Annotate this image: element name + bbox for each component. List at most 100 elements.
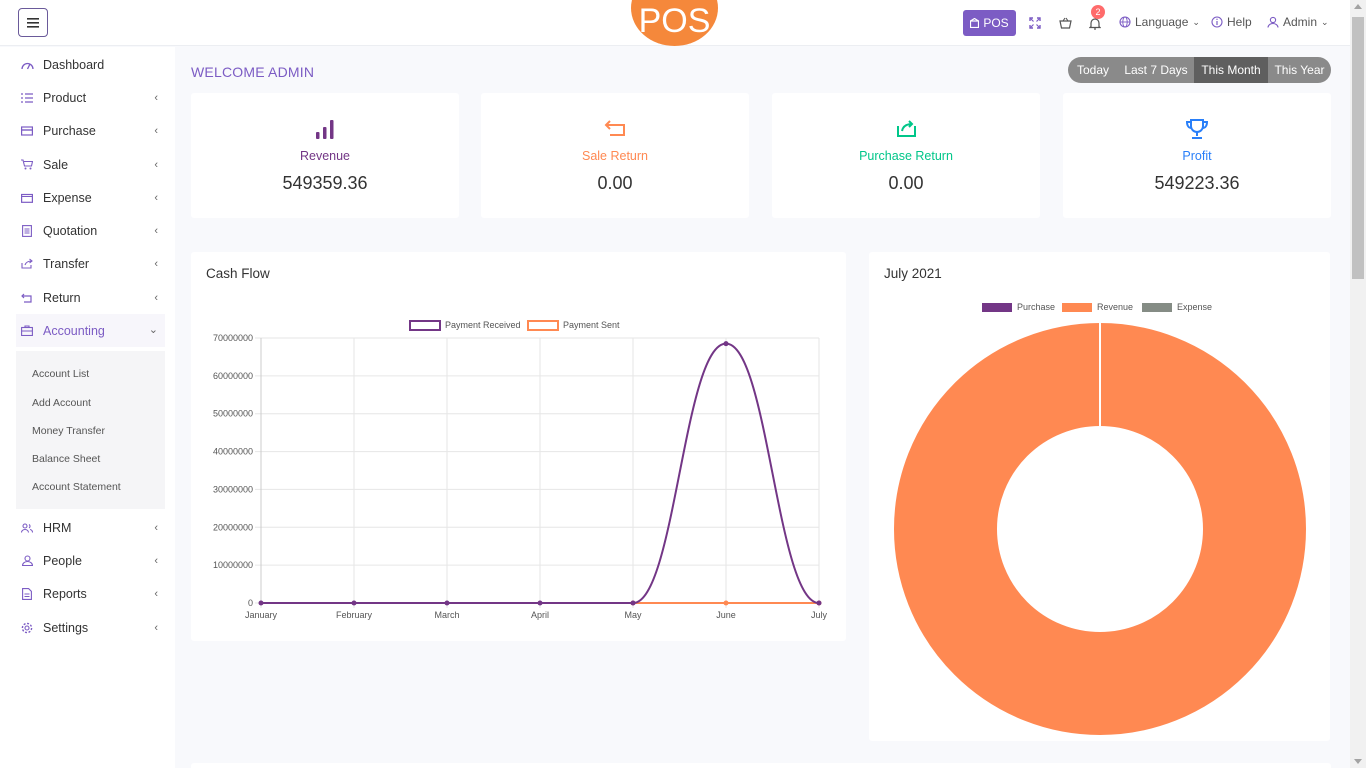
wallet-icon [20,191,34,205]
hamburger-icon [27,17,39,28]
y-tick-label: 30000000 [213,484,253,494]
data-point [444,600,450,606]
y-tick-label: 20000000 [213,522,253,532]
sidebar-item-quotation[interactable]: Quotation ‹ [16,214,165,247]
bar-chart-icon [191,118,459,140]
filter-today-button[interactable]: Today [1076,63,1110,77]
sidebar-item-purchase[interactable]: Purchase ‹ [16,114,165,147]
trophy-icon [1063,118,1331,140]
stat-card-revenue: Revenue 549359.36 [191,93,459,218]
sidebar-item-label: Quotation [43,223,98,238]
series-line [260,342,820,605]
legend-swatch [1062,303,1092,312]
date-filter-group: Today Last 7 Days This Month This Year [1068,57,1331,83]
dashboard-icon [20,58,34,72]
y-tick-label: 10000000 [213,560,253,570]
document-icon [20,224,34,238]
x-tick-label: June [716,610,736,620]
chevron-left-icon: ‹ [154,292,158,304]
monthly-summary-chart: Purchase Revenue Expense [894,302,1306,735]
user-label: Admin [1283,15,1318,29]
legend-swatch [1142,303,1172,312]
logo[interactable]: POS [631,0,718,46]
monthly-summary-card: July 2021 Purchase Revenue Expense [869,252,1330,741]
sidebar-item-transfer[interactable]: Transfer ‹ [16,247,165,280]
stat-value: 0.00 [597,173,633,193]
accounting-submenu: Account List Add Account Money Transfer … [16,351,165,509]
sidebar-item-label: Accounting [43,323,105,338]
sidebar-item-label: Product [43,90,87,105]
legend-label: Payment Received [445,320,521,330]
file-icon [20,587,34,601]
data-point [723,600,729,606]
stat-value: 549359.36 [282,173,368,193]
card-icon [20,124,34,138]
sidebar-item-accounting[interactable]: Accounting ⌄ [16,314,165,347]
submenu-item-add-account[interactable]: Add Account [32,397,91,409]
fullscreen-icon[interactable] [1027,15,1043,31]
chart-title: July 2021 [884,266,942,281]
x-tick-label: January [245,610,278,620]
filter-this-month-button[interactable]: This Month [1194,57,1268,83]
bell-icon[interactable] [1087,15,1103,31]
y-tick-label: 50000000 [213,409,253,419]
filter-this-year-button[interactable]: This Year [1274,63,1325,77]
sidebar-item-settings[interactable]: Settings ‹ [16,611,165,644]
sidebar-item-label: Dashboard [43,57,105,72]
submenu-item-money-transfer[interactable]: Money Transfer [32,425,105,437]
scrollbar-thumb[interactable] [1352,17,1364,279]
filter-last-7-days-button[interactable]: Last 7 Days [1124,63,1188,77]
sidebar-item-product[interactable]: Product ‹ [16,81,165,114]
chevron-left-icon: ‹ [154,92,158,104]
sidebar-item-label: People [43,553,82,568]
data-point [723,341,729,347]
chevron-left-icon: ‹ [154,225,158,237]
next-card [191,763,1331,768]
sidebar-item-hrm[interactable]: HRM ‹ [16,511,165,544]
welcome-heading: WELCOME ADMIN [191,64,315,80]
notification-badge: 2 [1091,5,1105,19]
sidebar-item-label: HRM [43,520,72,535]
data-point [630,600,636,606]
language-label: Language [1135,15,1189,29]
user-icon [1267,16,1279,28]
data-point [351,600,357,606]
user-icon [20,554,34,568]
sidebar-item-label: Transfer [43,256,90,271]
sidebar-item-dashboard[interactable]: Dashboard [16,48,165,81]
x-tick-label: February [336,610,373,620]
pos-button[interactable]: POS [963,10,1016,36]
basket-icon[interactable] [1057,15,1073,31]
y-tick-label: 60000000 [213,371,253,381]
submenu-item-account-statement[interactable]: Account Statement [32,481,121,493]
chevron-left-icon: ‹ [154,192,158,204]
chevron-left-icon: ‹ [154,555,158,567]
legend-label: Purchase [1017,302,1055,312]
user-dropdown[interactable]: Admin ⌄ [1267,15,1329,29]
y-tick-label: 70000000 [213,333,253,343]
submenu-item-account-list[interactable]: Account List [32,368,90,380]
globe-icon [1119,16,1131,28]
return-icon [20,291,34,305]
chevron-left-icon: ‹ [154,522,158,534]
sidebar-item-expense[interactable]: Expense ‹ [16,181,165,214]
scroll-down-icon[interactable] [1354,759,1362,764]
chevron-left-icon: ‹ [154,258,158,270]
menu-toggle-button[interactable] [18,8,48,37]
help-label: Help [1227,15,1252,29]
stat-label: Profit [1182,149,1212,163]
help-link[interactable]: Help [1211,15,1252,29]
chevron-down-icon: ⌄ [148,324,158,336]
scroll-up-icon[interactable] [1354,4,1362,9]
language-dropdown[interactable]: Language ⌄ [1119,15,1200,29]
sidebar-item-return[interactable]: Return ‹ [16,281,165,314]
cash-flow-card: Cash Flow 70000000 60000000 50000000 400000… [191,252,846,641]
scrollbar[interactable] [1350,0,1366,768]
sidebar-item-people[interactable]: People ‹ [16,544,165,577]
legend-swatch [982,303,1012,312]
sidebar-item-sale[interactable]: Sale ‹ [16,148,165,181]
list-icon [20,91,34,105]
y-tick-label: 40000000 [213,447,253,457]
sidebar-item-reports[interactable]: Reports ‹ [16,577,165,610]
submenu-item-balance-sheet[interactable]: Balance Sheet [32,453,101,465]
